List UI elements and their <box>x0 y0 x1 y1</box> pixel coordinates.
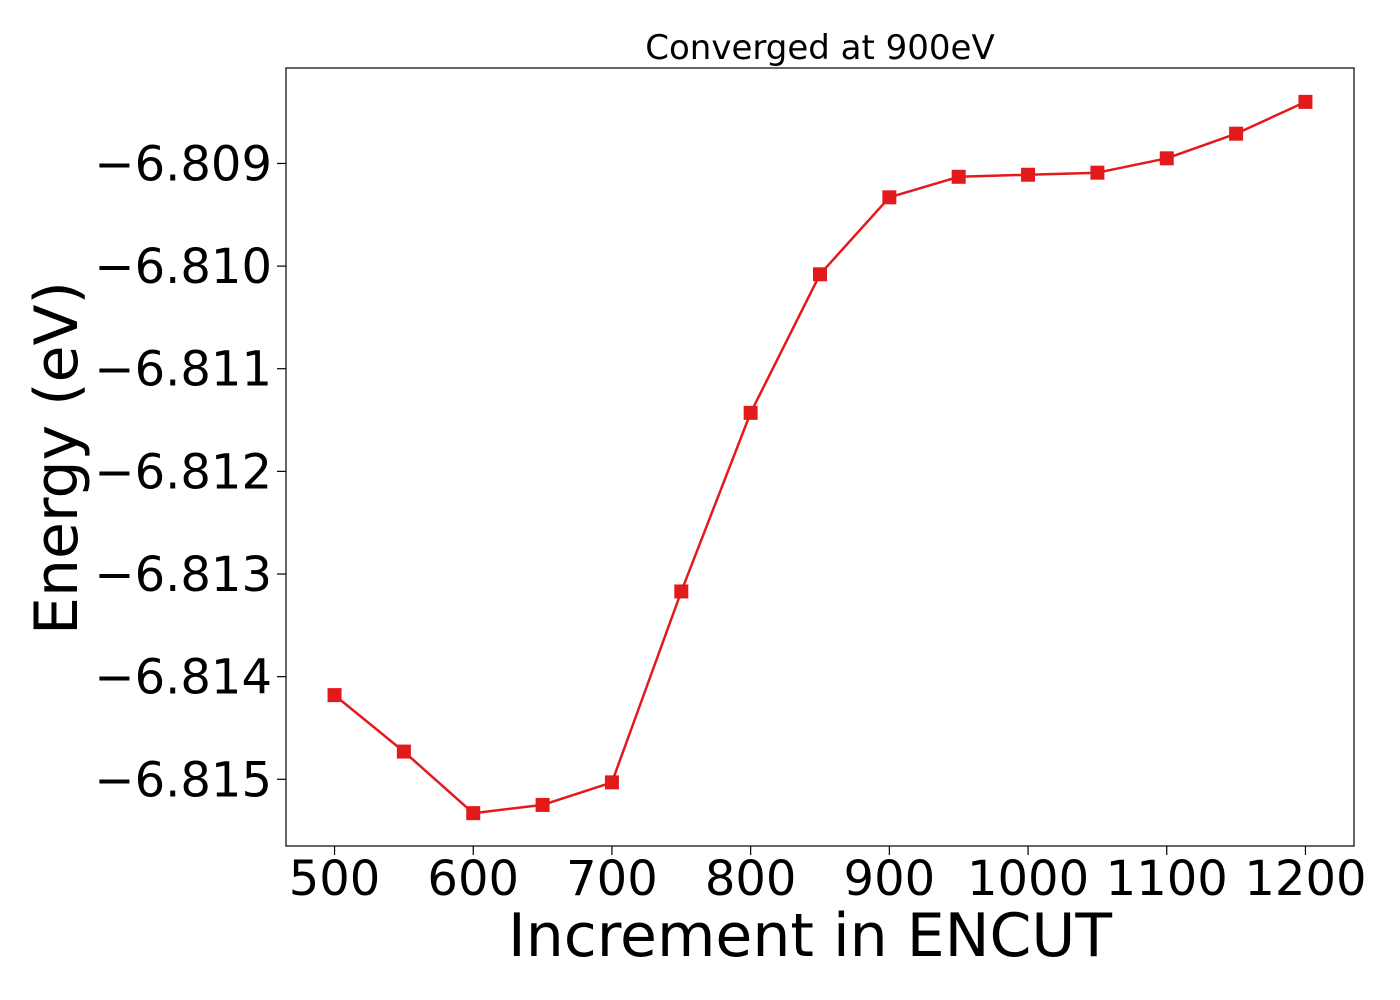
data-point-marker <box>813 267 827 282</box>
x-tick-label: 500 <box>289 851 381 907</box>
plot-area <box>327 94 1313 821</box>
data-point-marker <box>1021 167 1036 182</box>
data-point-marker <box>1229 126 1244 141</box>
y-tick-label: −6.813 <box>94 547 272 603</box>
data-point-marker <box>466 806 481 821</box>
y-axis: −6.815 −6.814 −6.813 −6.812 −6.811 −6.810 −6.8… <box>94 136 286 808</box>
x-axis-label: Increment in ENCUT <box>508 901 1112 971</box>
x-tick-label: 1100 <box>1106 851 1228 907</box>
series-line <box>333 100 1307 815</box>
y-tick-label: −6.812 <box>94 444 272 500</box>
y-tick-label: −6.811 <box>94 342 272 398</box>
data-point-marker <box>743 405 758 420</box>
data-point-marker <box>396 744 411 759</box>
data-point-marker <box>882 190 897 205</box>
y-tick-label: −6.809 <box>94 136 272 192</box>
data-point-marker <box>951 169 966 184</box>
data-point-marker <box>604 775 619 790</box>
y-tick-label: −6.810 <box>94 239 272 295</box>
x-tick-label: 1000 <box>967 851 1089 907</box>
x-tick-label: 800 <box>705 851 797 907</box>
y-tick-label: −6.814 <box>94 650 272 706</box>
y-tick-label: −6.815 <box>94 752 272 808</box>
data-point-marker <box>1090 165 1105 180</box>
x-axis: 500 600 700 800 900 1000 1100 1200 <box>289 846 1367 907</box>
data-point-marker <box>1298 94 1313 109</box>
chart-title: Converged at 900eV <box>645 28 994 68</box>
y-axis-label: Energy (eV) <box>22 281 92 635</box>
x-tick-label: 600 <box>427 851 519 907</box>
x-tick-label: 900 <box>844 851 936 907</box>
plot-frame <box>285 67 1355 847</box>
data-point-marker <box>535 797 550 812</box>
x-tick-label: 700 <box>566 851 658 907</box>
data-point-marker <box>674 584 689 599</box>
data-point-marker <box>1159 151 1174 166</box>
x-tick-label: 1200 <box>1244 851 1366 907</box>
data-point-marker <box>327 688 342 703</box>
